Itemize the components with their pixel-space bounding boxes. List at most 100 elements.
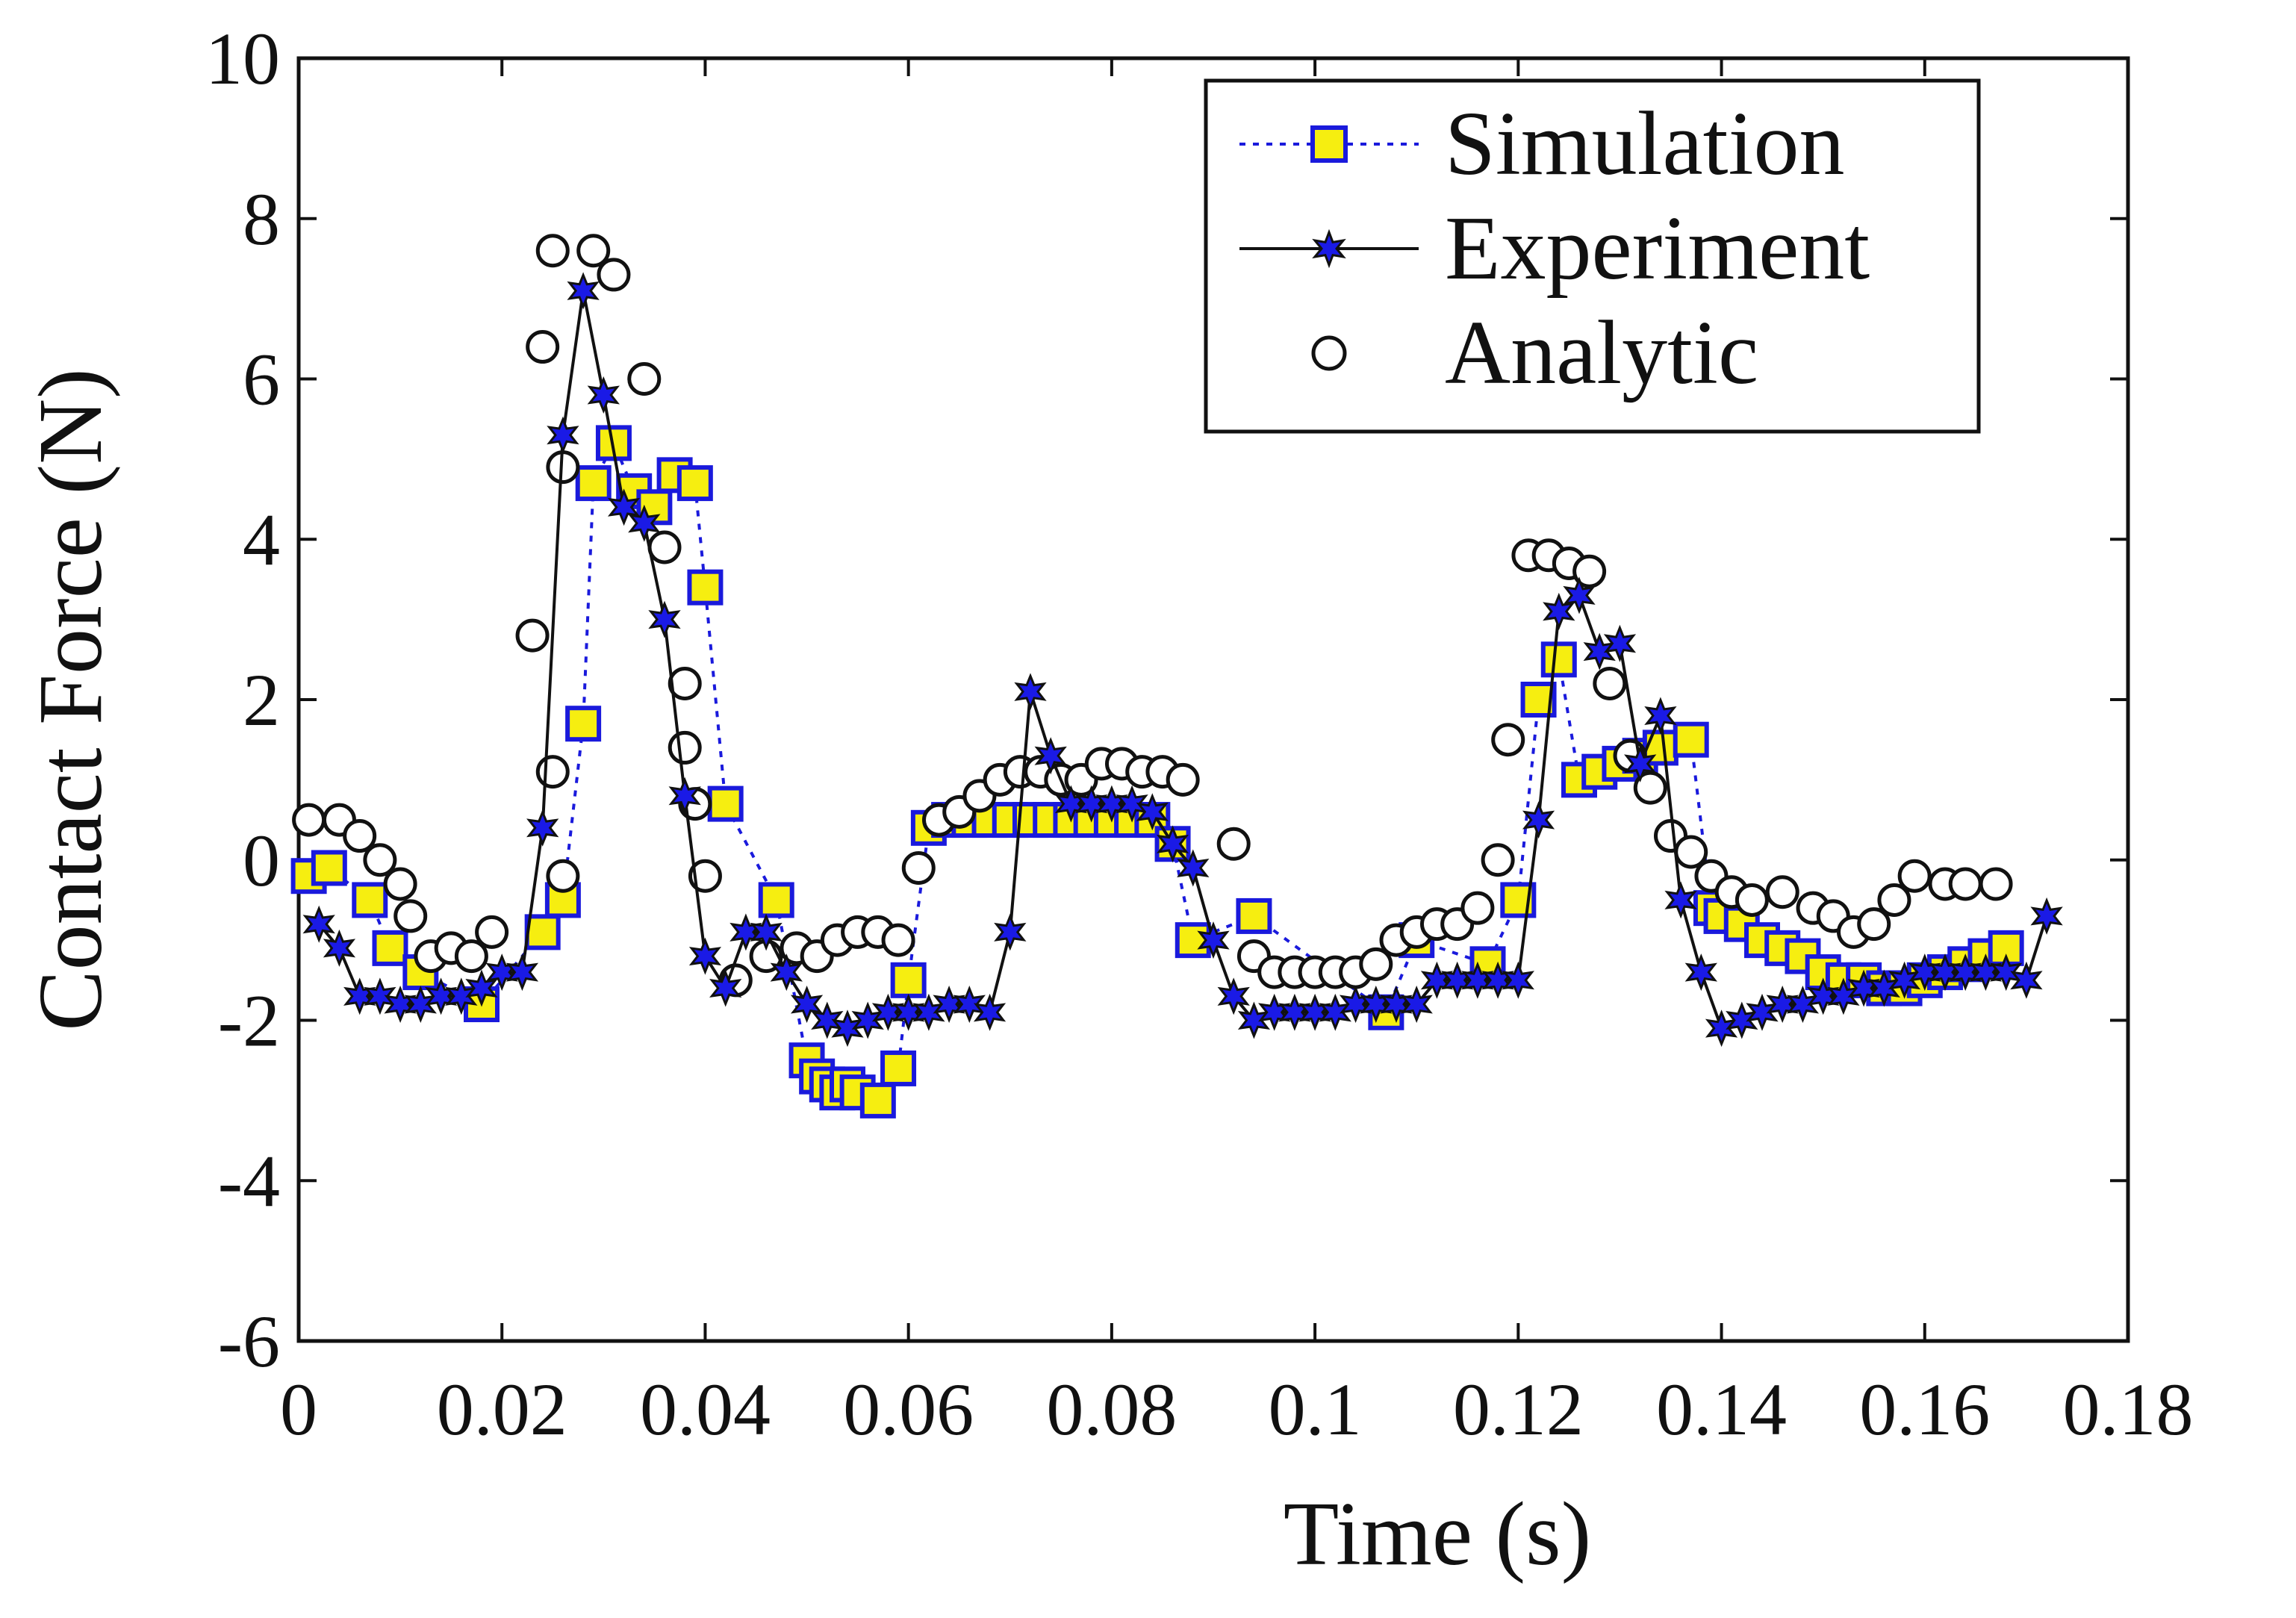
- y-tick-label: 6: [243, 338, 280, 421]
- data-point-experiment: [1664, 881, 1697, 919]
- data-point-experiment: [2010, 961, 2043, 999]
- data-point-simulation: [565, 706, 602, 742]
- data-point-analytic: [1491, 723, 1525, 757]
- data-point-experiment: [1197, 921, 1230, 959]
- data-point-experiment: [1014, 673, 1047, 711]
- data-point-analytic: [1674, 835, 1708, 869]
- y-tick-label: -4: [218, 1139, 280, 1222]
- axis-ticks: 0 0.02 0.04 0.06 0.08 0.1 0.12 0.14 0.16 0.18 -6 -4…: [205, 17, 2194, 1451]
- x-tick-label: 0: [280, 1368, 317, 1451]
- data-point-simulation: [707, 785, 744, 822]
- data-point-experiment: [465, 969, 498, 1007]
- data-point-analytic: [901, 850, 936, 885]
- x-tick-label: 0.16: [1859, 1368, 1990, 1451]
- legend-label-experiment: Experiment: [1445, 198, 1870, 299]
- data-point-experiment: [2030, 897, 2063, 935]
- data-point-experiment: [973, 993, 1007, 1031]
- data-point-analytic: [1216, 827, 1251, 861]
- data-point-simulation: [524, 914, 561, 950]
- data-point-experiment: [1034, 737, 1067, 775]
- data-point-experiment: [607, 488, 641, 526]
- data-point-analytic: [1857, 907, 1891, 942]
- data-point-experiment: [994, 913, 1027, 951]
- data-point-experiment: [1603, 624, 1637, 662]
- data-point-experiment: [1136, 793, 1169, 831]
- data-point-experiment: [1156, 825, 1189, 863]
- data-point-analytic: [535, 234, 570, 268]
- y-tick-label: -6: [218, 1300, 280, 1383]
- data-point-analytic: [1897, 859, 1932, 893]
- data-point-analytic: [688, 859, 722, 893]
- data-point-analytic: [1765, 875, 1799, 909]
- data-point-analytic: [1593, 667, 1627, 701]
- y-axis-title: Contact Force (N): [20, 368, 121, 1031]
- x-tick-label: 0.18: [2063, 1368, 2194, 1451]
- data-point-analytic: [363, 843, 397, 877]
- data-point-experiment: [811, 1001, 844, 1039]
- data-point-analytic: [515, 618, 550, 653]
- data-point-experiment: [1502, 961, 1534, 999]
- data-point-simulation: [1988, 930, 2024, 966]
- data-point-simulation: [1175, 922, 1211, 959]
- data-point-simulation: [311, 850, 347, 886]
- data-point-analytic: [647, 530, 682, 564]
- data-point-experiment: [1116, 785, 1148, 823]
- data-point-simulation: [1236, 897, 1272, 934]
- data-point-simulation: [1540, 641, 1577, 678]
- x-tick-label: 0.1: [1269, 1368, 1362, 1451]
- x-tick-label: 0.06: [843, 1368, 974, 1451]
- data-point-experiment: [567, 272, 600, 310]
- data-point-analytic: [1166, 762, 1200, 797]
- data-point-simulation: [1673, 721, 1709, 758]
- y-tick-label: 10: [205, 17, 280, 100]
- data-point-experiment: [547, 416, 579, 454]
- data-point-analytic: [627, 362, 662, 396]
- data-point-experiment: [526, 809, 559, 847]
- data-point-experiment: [323, 929, 356, 967]
- data-point-experiment: [302, 905, 335, 943]
- data-point-analytic: [1359, 947, 1393, 981]
- data-point-experiment: [953, 985, 986, 1023]
- data-point-simulation: [372, 930, 408, 966]
- data-point-simulation: [352, 882, 388, 918]
- data-point-analytic: [292, 803, 326, 837]
- data-point-experiment: [1400, 985, 1433, 1023]
- data-point-simulation: [758, 882, 794, 918]
- legend: Simulation Experiment Analytic: [1204, 78, 1981, 434]
- data-point-experiment: [1684, 953, 1717, 992]
- data-point-analytic: [1460, 891, 1495, 925]
- data-point-analytic: [383, 867, 417, 901]
- x-axis-title: Time (s): [1284, 1484, 1591, 1584]
- data-point-experiment: [790, 985, 824, 1023]
- data-point-simulation: [890, 962, 927, 998]
- legend-marker-simulation: [1310, 125, 1348, 163]
- data-point-experiment: [668, 777, 701, 815]
- data-point-experiment: [1522, 801, 1555, 839]
- data-point-analytic: [475, 915, 509, 949]
- data-point-analytic: [597, 258, 631, 292]
- x-tick-label: 0.14: [1656, 1368, 1787, 1451]
- data-point-analytic: [1633, 771, 1667, 805]
- data-point-simulation: [676, 465, 713, 502]
- data-point-analytic: [1877, 883, 1911, 917]
- data-point-experiment: [1217, 977, 1250, 1015]
- data-point-analytic: [1572, 554, 1607, 588]
- y-tick-label: 8: [243, 178, 280, 261]
- data-point-analytic: [881, 923, 915, 957]
- data-point-experiment: [1990, 953, 2023, 992]
- y-tick-label: 4: [243, 498, 280, 581]
- y-tick-label: 2: [243, 659, 280, 741]
- data-point-analytic: [526, 330, 560, 364]
- series-experiment: [302, 272, 2063, 1048]
- data-point-simulation: [575, 465, 612, 502]
- data-point-simulation: [687, 569, 724, 606]
- data-point-experiment: [1563, 576, 1596, 614]
- y-tick-label: -2: [218, 980, 280, 1062]
- data-series: [290, 234, 2063, 1118]
- data-point-experiment: [587, 376, 620, 414]
- data-point-analytic: [1735, 883, 1769, 917]
- data-point-simulation: [859, 1082, 896, 1118]
- legend-label-simulation: Simulation: [1445, 93, 1844, 194]
- data-point-experiment: [1624, 744, 1657, 782]
